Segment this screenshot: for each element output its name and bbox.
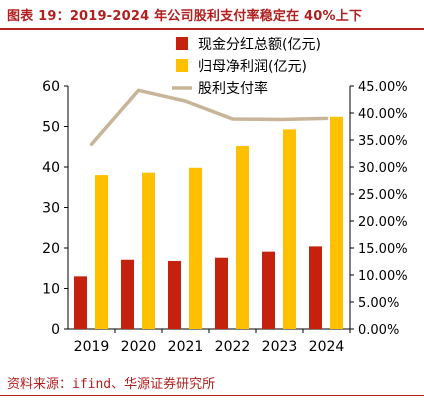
legend-swatch	[176, 37, 188, 50]
title-divider	[0, 28, 424, 30]
left-tick-label: 10	[42, 282, 60, 298]
bars	[74, 116, 343, 329]
right-tick-label: 35.00%	[358, 134, 408, 149]
legend: 现金分红总额(亿元) 归母净利润(亿元) 股利支付率	[172, 37, 321, 97]
dividend-bar	[215, 257, 228, 329]
right-tick-label: 20.00%	[358, 215, 408, 230]
axes: 0 10 20 30 40 50 60 0.00% 5.00% 10.00% 15.00% 20.00…	[42, 79, 407, 355]
dividend-bar	[121, 259, 134, 329]
net-profit-bar	[330, 116, 343, 329]
left-tick-label: 0	[51, 322, 60, 338]
right-tick-label: 0.00%	[358, 323, 399, 338]
left-tick-label: 40	[42, 160, 60, 176]
legend-swatch	[176, 59, 188, 72]
x-tick-label: 2020	[121, 339, 157, 355]
left-tick-label: 30	[42, 201, 60, 217]
net-profit-bar	[95, 175, 108, 329]
x-tick-label: 2024	[309, 339, 345, 355]
chart: 现金分红总额(亿元) 归母净利润(亿元) 股利支付率 0 10 20 30 40 50 60 0.…	[42, 37, 408, 355]
x-tick-label: 2021	[168, 339, 204, 355]
right-tick-label: 30.00%	[358, 161, 408, 176]
right-tick-label: 40.00%	[358, 107, 408, 122]
right-tick-label: 45.00%	[358, 80, 408, 95]
bottom-divider	[0, 395, 424, 396]
dividend-bar	[309, 246, 322, 329]
left-tick-label: 20	[42, 241, 60, 257]
figure-title: 图表 19：2019-2024 年公司股利支付率稳定在 40%上下	[7, 9, 363, 24]
dividend-bar	[168, 260, 181, 329]
x-tick-label: 2019	[74, 339, 110, 355]
x-tick-label: 2022	[215, 339, 251, 355]
legend-label: 股利支付率	[198, 80, 268, 97]
net-profit-bar	[236, 145, 249, 329]
legend-label: 现金分红总额(亿元)	[198, 37, 321, 53]
net-profit-bar	[283, 129, 296, 329]
payout-line-group	[89, 88, 329, 147]
dividend-bar	[262, 251, 275, 329]
right-tick-label: 15.00%	[358, 242, 408, 257]
source-note: 资料来源：ifind、华源证券研究所	[7, 377, 216, 392]
right-tick-label: 10.00%	[358, 269, 408, 284]
x-tick-label: 2023	[262, 339, 298, 355]
right-tick-label: 5.00%	[358, 296, 399, 311]
left-tick-label: 60	[42, 79, 60, 95]
right-tick-label: 25.00%	[358, 188, 408, 203]
left-tick-label: 50	[42, 120, 60, 136]
net-profit-bar	[142, 172, 155, 329]
legend-label: 归母净利润(亿元)	[198, 58, 307, 75]
dividend-bar	[74, 276, 87, 329]
net-profit-bar	[189, 167, 202, 329]
payout-ratio-line	[89, 88, 329, 147]
